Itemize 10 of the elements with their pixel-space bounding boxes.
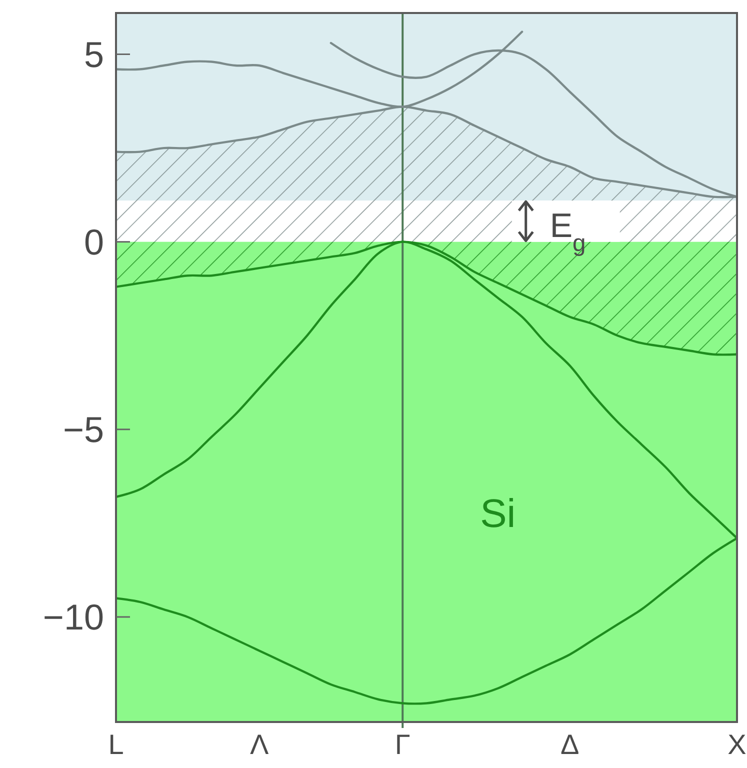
y-tick-label: 0 xyxy=(84,221,104,262)
x-tick-label: L xyxy=(108,729,124,760)
x-tick-label: Γ xyxy=(394,729,410,760)
y-tick-label: −5 xyxy=(62,408,104,450)
y-tick-label: 5 xyxy=(84,34,104,75)
x-tick-label: Λ xyxy=(250,729,269,760)
text: Si xyxy=(480,492,516,536)
y-tick-label: −10 xyxy=(42,596,104,638)
x-tick-label: Δ xyxy=(560,729,580,760)
x-tick-label: X xyxy=(728,729,747,760)
